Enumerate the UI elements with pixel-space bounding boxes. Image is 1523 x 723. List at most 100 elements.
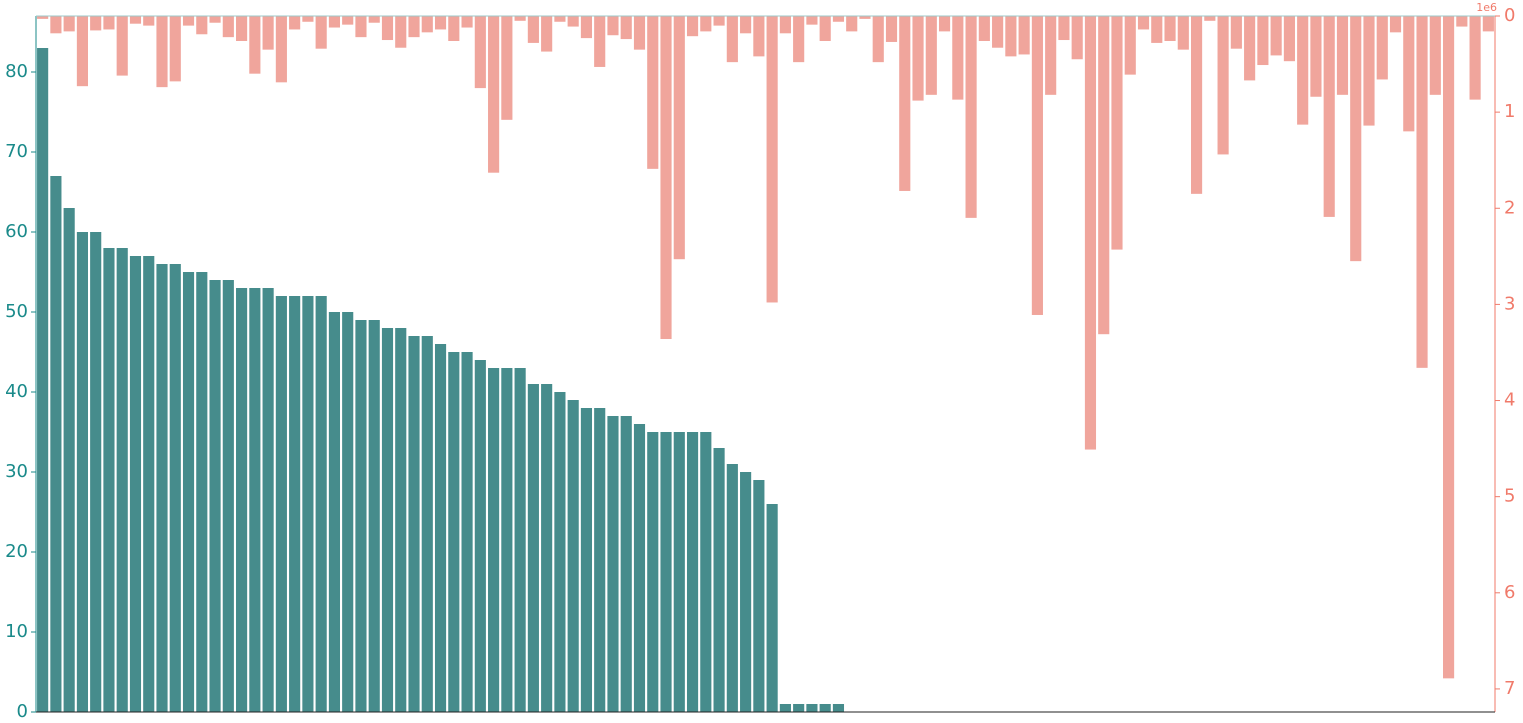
- bar: [514, 368, 526, 712]
- bar: [978, 16, 990, 41]
- bar: [1283, 16, 1295, 62]
- bar: [779, 704, 791, 712]
- bar: [63, 208, 75, 712]
- y2-tick-label: 2: [1504, 197, 1515, 218]
- bar: [607, 16, 619, 36]
- bar: [90, 16, 102, 31]
- bar: [753, 480, 765, 712]
- bar: [793, 704, 805, 712]
- bar: [965, 16, 977, 218]
- bar: [925, 16, 937, 95]
- bar: [328, 16, 341, 28]
- bar: [620, 416, 632, 712]
- bar: [527, 384, 539, 712]
- y-tick-label: 50: [5, 301, 28, 322]
- bar: [262, 288, 274, 712]
- bar: [342, 16, 354, 25]
- bar: [1217, 16, 1229, 155]
- bar: [832, 704, 845, 712]
- bar: [580, 408, 593, 712]
- bar: [647, 16, 659, 169]
- bar: [686, 432, 699, 712]
- bar: [806, 704, 818, 712]
- bar: [488, 16, 500, 173]
- y-tick-label: 30: [5, 461, 28, 482]
- bar: [1058, 16, 1070, 41]
- bar: [554, 392, 566, 712]
- bar: [209, 16, 221, 23]
- bar: [938, 16, 951, 32]
- bar: [368, 16, 380, 23]
- bar: [1164, 16, 1176, 41]
- bar: [1270, 16, 1282, 56]
- y2-tick-label: 4: [1504, 390, 1515, 411]
- bar: [315, 296, 327, 712]
- bar: [713, 448, 725, 712]
- y-tick-label: 0: [17, 701, 28, 722]
- bar: [594, 408, 606, 712]
- bar: [501, 16, 513, 120]
- bar: [1323, 16, 1335, 217]
- bar: [143, 16, 155, 26]
- y-tick-label: 10: [5, 621, 28, 642]
- bar: [700, 16, 712, 32]
- bar: [236, 288, 248, 712]
- bar: [541, 384, 553, 712]
- bar: [1336, 16, 1349, 95]
- bar: [766, 504, 778, 712]
- bar: [355, 320, 367, 712]
- bar: [620, 16, 632, 40]
- bar: [580, 16, 593, 39]
- y2-tick-label: 5: [1504, 486, 1515, 507]
- bar: [76, 16, 88, 87]
- bar: [196, 16, 208, 35]
- bar: [37, 16, 49, 19]
- bar: [1416, 16, 1428, 368]
- bar: [607, 416, 619, 712]
- bar: [952, 16, 964, 100]
- bar: [434, 16, 447, 30]
- bar: [1456, 16, 1468, 27]
- bar: [275, 296, 287, 712]
- bar: [1403, 16, 1415, 132]
- bar: [793, 16, 805, 63]
- bar: [488, 368, 500, 712]
- bar: [90, 232, 102, 712]
- bar: [103, 16, 115, 30]
- bar: [1469, 16, 1481, 100]
- bar: [594, 16, 606, 67]
- y2-tick-label: 1: [1504, 101, 1515, 122]
- bar: [182, 16, 195, 26]
- bar: [633, 424, 646, 712]
- bar: [1005, 16, 1017, 57]
- bar: [116, 16, 128, 76]
- bar: [832, 16, 845, 22]
- bar: [368, 320, 380, 712]
- bar: [381, 16, 394, 41]
- bar: [302, 16, 314, 22]
- bar: [885, 16, 898, 42]
- bar: [342, 312, 354, 712]
- bar: [1071, 16, 1083, 60]
- bar: [169, 264, 181, 712]
- bar: [1376, 16, 1388, 80]
- bar: [1111, 16, 1123, 250]
- bar: [1429, 16, 1441, 95]
- bar: [328, 312, 341, 712]
- bar: [461, 352, 473, 712]
- bar: [275, 16, 287, 83]
- bar: [116, 248, 128, 712]
- bar: [63, 16, 75, 32]
- bar: [1350, 16, 1362, 262]
- y2-tick-label: 7: [1504, 678, 1515, 699]
- bar: [289, 16, 301, 30]
- bar: [740, 16, 752, 34]
- bar: [50, 16, 62, 34]
- bar: [1389, 16, 1402, 33]
- bar: [1443, 16, 1455, 679]
- bar: [209, 280, 221, 712]
- bar: [700, 432, 712, 712]
- bar: [37, 48, 49, 712]
- bar: [1045, 16, 1057, 95]
- bar: [726, 464, 738, 712]
